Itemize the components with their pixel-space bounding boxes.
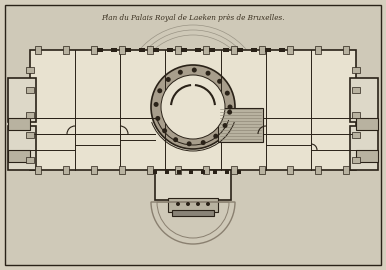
Circle shape xyxy=(176,202,180,206)
Bar xyxy=(30,50,356,170)
Circle shape xyxy=(217,79,222,84)
Bar xyxy=(147,46,153,54)
Bar xyxy=(352,157,360,163)
Bar xyxy=(172,210,214,216)
Bar xyxy=(350,126,378,170)
Bar xyxy=(251,48,257,52)
Bar xyxy=(175,166,181,174)
Circle shape xyxy=(196,202,200,206)
Bar xyxy=(26,87,34,93)
Bar xyxy=(315,166,321,174)
Bar xyxy=(352,112,360,118)
Bar xyxy=(189,170,193,174)
Bar xyxy=(91,166,97,174)
Circle shape xyxy=(186,202,190,206)
Bar xyxy=(139,48,145,52)
Bar xyxy=(231,46,237,54)
Circle shape xyxy=(187,141,191,146)
Bar xyxy=(352,132,360,138)
Bar xyxy=(237,48,243,52)
Circle shape xyxy=(154,102,159,107)
Circle shape xyxy=(173,137,178,142)
Bar xyxy=(168,198,218,212)
Bar xyxy=(223,48,229,52)
Bar xyxy=(35,166,41,174)
Bar xyxy=(279,48,285,52)
Bar xyxy=(167,48,173,52)
Circle shape xyxy=(206,71,210,76)
Circle shape xyxy=(225,91,230,96)
Bar xyxy=(35,46,41,54)
Bar xyxy=(356,118,378,130)
Bar xyxy=(26,112,34,118)
Text: Plan du Palais Royal de Laeken près de Bruxelles.: Plan du Palais Royal de Laeken près de B… xyxy=(101,14,285,22)
Bar xyxy=(203,46,209,54)
Bar xyxy=(231,166,237,174)
Bar xyxy=(315,46,321,54)
Bar xyxy=(177,170,181,174)
Circle shape xyxy=(223,123,227,128)
Bar xyxy=(26,157,34,163)
Bar xyxy=(343,46,349,54)
Circle shape xyxy=(213,134,218,139)
Bar xyxy=(343,166,349,174)
Bar xyxy=(165,170,169,174)
Bar xyxy=(213,170,217,174)
Bar xyxy=(259,46,265,54)
Circle shape xyxy=(155,116,160,121)
Bar xyxy=(352,87,360,93)
Circle shape xyxy=(162,128,167,133)
Bar xyxy=(125,48,131,52)
Bar xyxy=(119,166,125,174)
Bar xyxy=(8,150,30,162)
Bar xyxy=(287,46,293,54)
Bar xyxy=(8,126,36,170)
Bar xyxy=(119,46,125,54)
Bar xyxy=(111,48,117,52)
Bar xyxy=(63,166,69,174)
Bar xyxy=(153,170,157,174)
Circle shape xyxy=(201,140,206,145)
Circle shape xyxy=(192,68,197,73)
Bar xyxy=(8,78,36,122)
Bar xyxy=(195,48,201,52)
Circle shape xyxy=(227,110,232,115)
Bar xyxy=(352,67,360,73)
Circle shape xyxy=(178,70,183,75)
Bar xyxy=(26,132,34,138)
Bar xyxy=(225,170,229,174)
Wedge shape xyxy=(121,23,265,95)
Bar xyxy=(350,78,378,122)
Bar xyxy=(147,166,153,174)
Circle shape xyxy=(151,65,235,149)
Bar xyxy=(91,46,97,54)
Bar xyxy=(63,46,69,54)
Bar xyxy=(97,48,103,52)
Circle shape xyxy=(157,88,162,93)
Bar xyxy=(153,48,159,52)
Circle shape xyxy=(166,77,171,82)
Bar xyxy=(181,48,187,52)
Bar xyxy=(218,108,263,142)
Bar xyxy=(209,48,215,52)
Bar xyxy=(287,166,293,174)
Bar xyxy=(265,48,271,52)
Bar xyxy=(8,118,30,130)
Bar xyxy=(201,170,205,174)
Circle shape xyxy=(206,202,210,206)
Bar xyxy=(155,170,231,200)
Bar xyxy=(175,46,181,54)
Bar xyxy=(203,166,209,174)
Circle shape xyxy=(227,104,232,110)
Bar xyxy=(237,170,241,174)
Bar xyxy=(26,67,34,73)
Circle shape xyxy=(161,75,225,139)
Bar xyxy=(259,166,265,174)
Bar xyxy=(356,150,378,162)
